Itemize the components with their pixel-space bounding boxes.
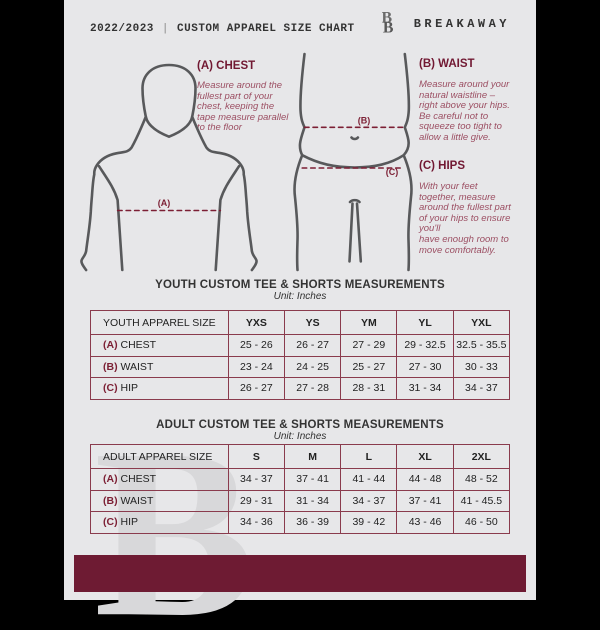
svg-text:(C): (C) (386, 167, 399, 177)
svg-text:(B): (B) (358, 116, 371, 126)
svg-text:(A): (A) (158, 198, 171, 208)
